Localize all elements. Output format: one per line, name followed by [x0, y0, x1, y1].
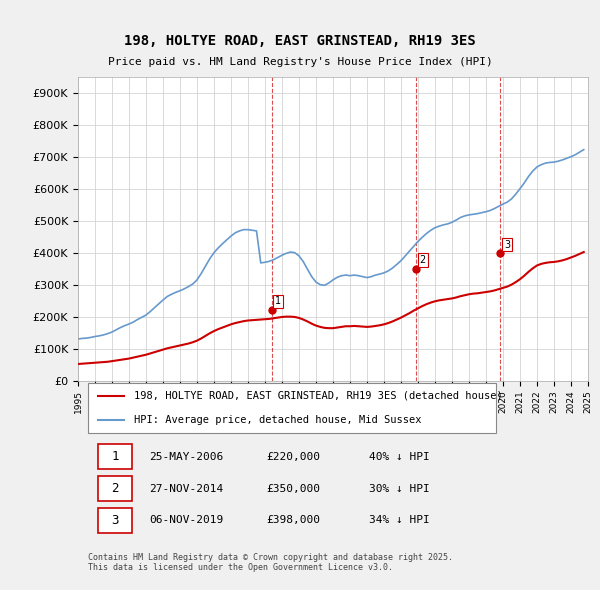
- Text: £398,000: £398,000: [266, 516, 320, 526]
- Text: 30% ↓ HPI: 30% ↓ HPI: [369, 484, 430, 494]
- Text: 34% ↓ HPI: 34% ↓ HPI: [369, 516, 430, 526]
- FancyBboxPatch shape: [98, 444, 131, 470]
- Text: Contains HM Land Registry data © Crown copyright and database right 2025.
This d: Contains HM Land Registry data © Crown c…: [88, 553, 453, 572]
- Text: 2: 2: [112, 482, 119, 495]
- Text: 2: 2: [420, 255, 426, 265]
- Text: 3: 3: [112, 514, 119, 527]
- Text: 25-MAY-2006: 25-MAY-2006: [149, 451, 224, 461]
- FancyBboxPatch shape: [98, 507, 131, 533]
- Text: Price paid vs. HM Land Registry's House Price Index (HPI): Price paid vs. HM Land Registry's House …: [107, 57, 493, 67]
- FancyBboxPatch shape: [88, 384, 496, 432]
- Text: 40% ↓ HPI: 40% ↓ HPI: [369, 451, 430, 461]
- Text: 06-NOV-2019: 06-NOV-2019: [149, 516, 224, 526]
- Text: £350,000: £350,000: [266, 484, 320, 494]
- Text: 1: 1: [275, 297, 281, 306]
- Text: 27-NOV-2014: 27-NOV-2014: [149, 484, 224, 494]
- Text: 198, HOLTYE ROAD, EAST GRINSTEAD, RH19 3ES: 198, HOLTYE ROAD, EAST GRINSTEAD, RH19 3…: [124, 34, 476, 48]
- Text: 1: 1: [112, 450, 119, 463]
- Text: HPI: Average price, detached house, Mid Sussex: HPI: Average price, detached house, Mid …: [134, 415, 422, 425]
- Text: 198, HOLTYE ROAD, EAST GRINSTEAD, RH19 3ES (detached house): 198, HOLTYE ROAD, EAST GRINSTEAD, RH19 3…: [134, 391, 503, 401]
- FancyBboxPatch shape: [98, 476, 131, 502]
- Text: £220,000: £220,000: [266, 451, 320, 461]
- Text: 3: 3: [504, 240, 510, 250]
